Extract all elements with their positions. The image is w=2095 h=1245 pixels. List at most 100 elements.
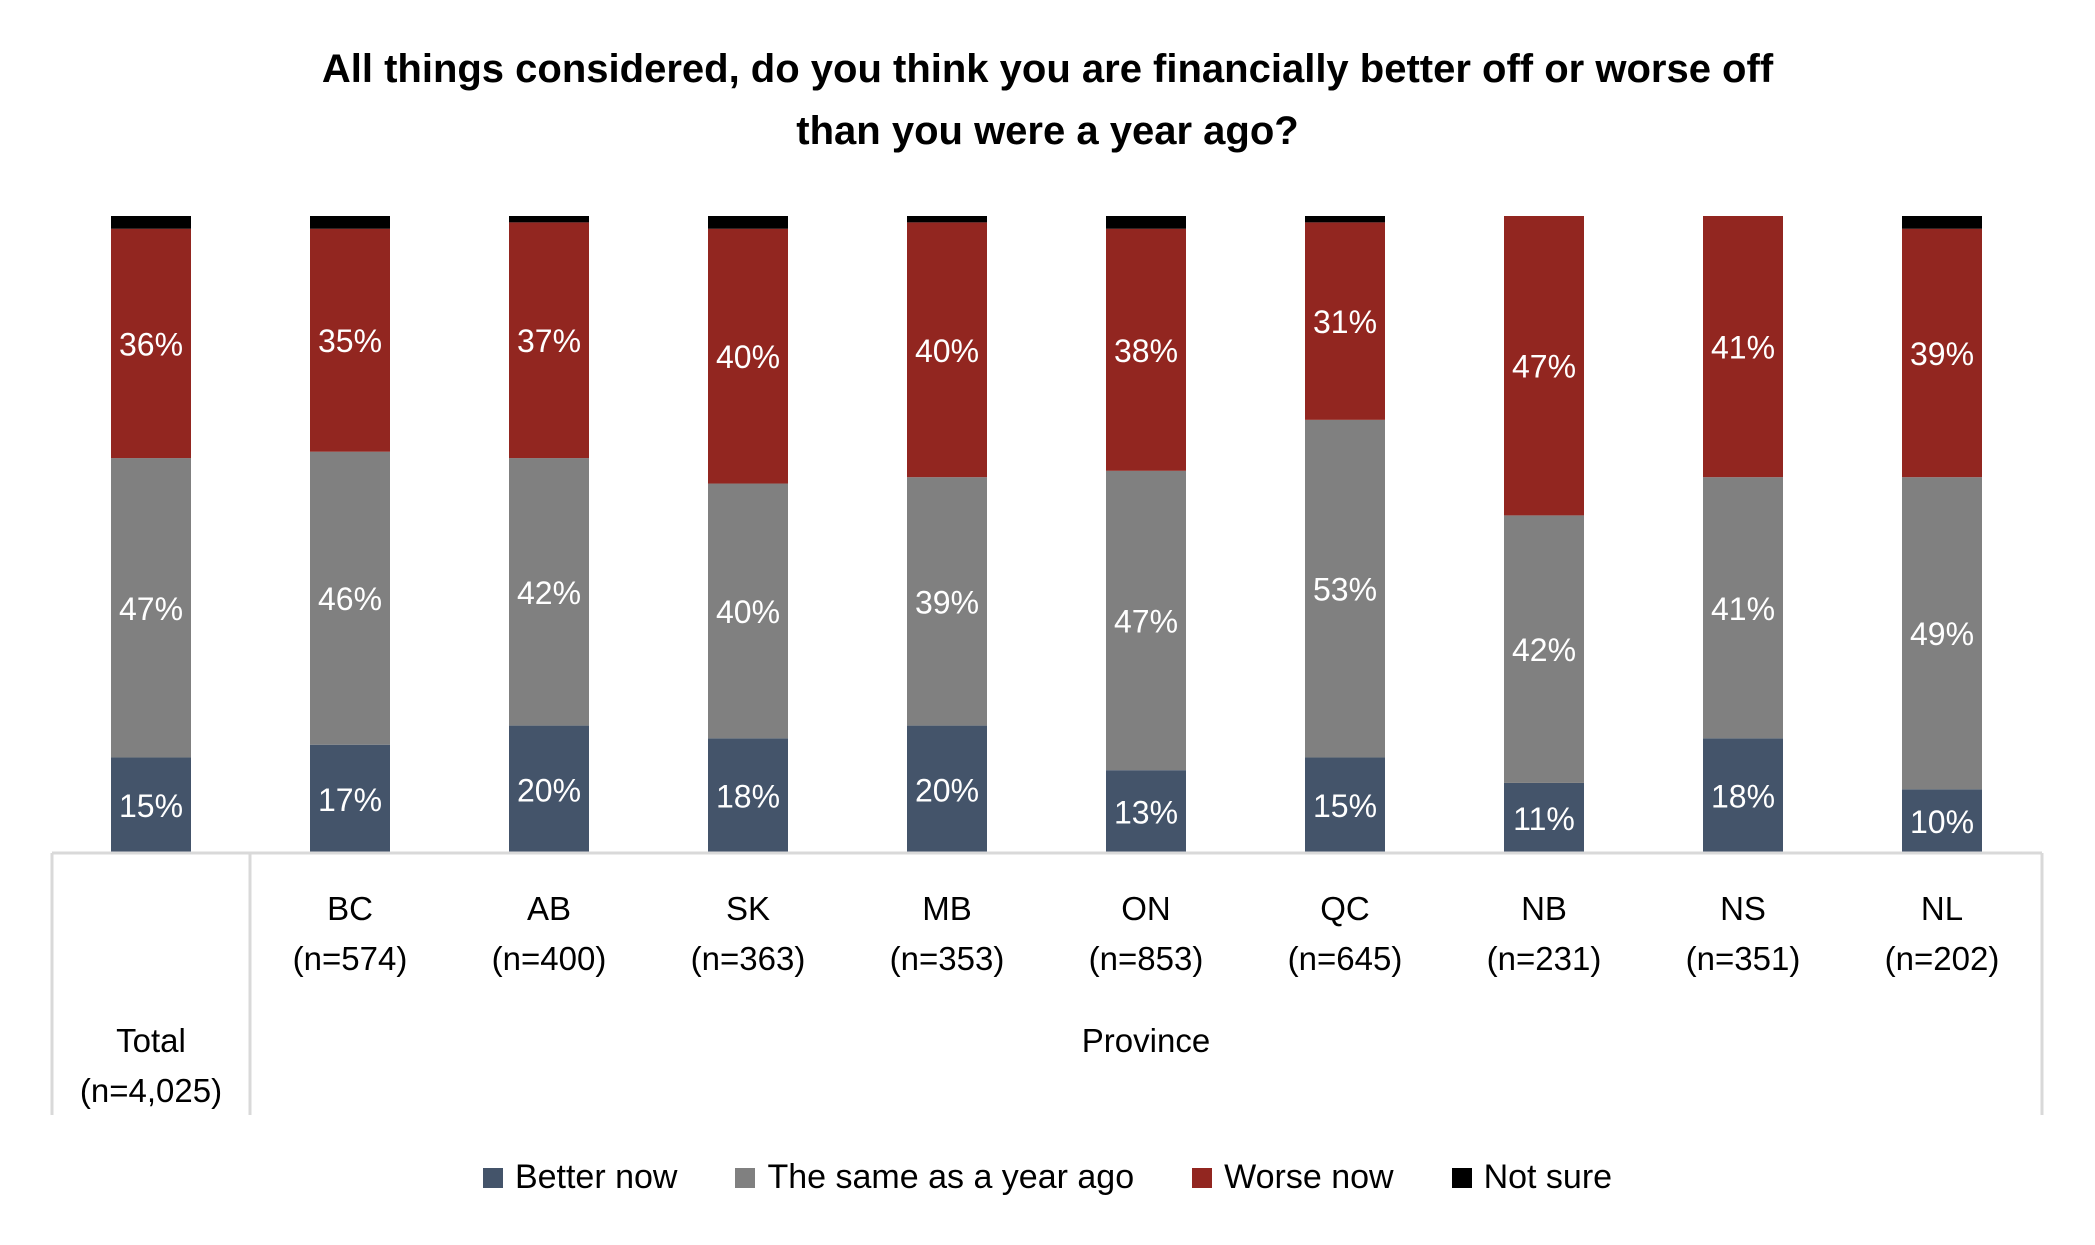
bar-segment-total-worse-now [111,228,191,459]
x-label-n-ns: (n=351) [1686,940,1801,977]
bar-segment-ab-not-sure [509,216,589,223]
chart-title: All things considered, do you think you … [0,38,2095,162]
x-group-label-province: Province [1082,1022,1210,1059]
bar-segment-qc-better-now [1305,757,1385,853]
bar-segment-mb-the-same-as-a-year-ago [907,477,987,726]
bar-segment-nl-worse-now [1902,228,1982,478]
x-label-ab: AB [527,890,571,927]
legend-label-worse-now: Worse now [1224,1158,1394,1196]
category-axis-table [50,851,2044,1115]
data-label-nl-worse-now: 39% [1910,336,1974,372]
data-label-ab-the-same-as-a-year-ago: 42% [517,575,581,611]
x-label-total: Total [116,1022,186,1059]
x-label-mb: MB [922,890,972,927]
bar-segment-mb-not-sure [907,216,987,223]
data-label-bc-worse-now: 35% [318,323,382,359]
legend: Better now The same as a year ago Worse no… [0,1158,2095,1197]
x-label-n-sk: (n=363) [691,940,806,977]
bar-segment-on-better-now [1106,770,1186,853]
data-label-qc-the-same-as-a-year-ago: 53% [1313,572,1377,608]
legend-item-worse-now: Worse now [1192,1158,1394,1197]
bar-segment-mb-worse-now [907,222,987,478]
bar-segment-mb-better-now [907,725,987,853]
x-label-n-nb: (n=231) [1487,940,1602,977]
x-label-qc: QC [1320,890,1370,927]
x-label-n-on: (n=853) [1089,940,1204,977]
data-label-total-the-same-as-a-year-ago: 47% [119,591,183,627]
x-label-nl: NL [1921,890,1963,927]
legend-swatch-not-sure [1451,1167,1472,1188]
data-label-sk-better-now: 18% [716,779,780,815]
bar-segment-total-not-sure [111,216,191,229]
data-label-nl-the-same-as-a-year-ago: 49% [1910,616,1974,652]
x-label-n-bc: (n=574) [293,940,408,977]
data-label-ab-worse-now: 37% [517,323,581,359]
bar-segment-ns-worse-now [1703,216,1783,478]
data-label-ns-the-same-as-a-year-ago: 41% [1711,591,1775,627]
data-label-nb-worse-now: 47% [1512,349,1576,385]
x-label-sk: SK [726,890,770,927]
x-label-n-mb: (n=353) [890,940,1005,977]
data-label-mb-the-same-as-a-year-ago: 39% [915,584,979,620]
bar-segment-sk-worse-now [708,228,788,484]
data-label-total-better-now: 15% [119,788,183,824]
bar-segment-sk-the-same-as-a-year-ago [708,483,788,739]
bar-segment-nl-better-now [1902,789,1982,853]
x-label-n-qc: (n=645) [1288,940,1403,977]
chart-title-line-2: than you were a year ago? [796,109,1299,153]
data-label-ns-worse-now: 41% [1711,330,1775,366]
bar-segment-on-worse-now [1106,228,1186,471]
bar-segment-nl-the-same-as-a-year-ago [1902,477,1982,790]
bar-segment-nl-not-sure [1902,216,1982,229]
bar-segment-nb-better-now [1504,782,1584,853]
legend-item-not-sure: Not sure [1451,1158,1613,1197]
data-label-sk-worse-now: 40% [716,339,780,375]
legend-label-the-same-as-a-year-ago: The same as a year ago [767,1158,1135,1196]
legend-swatch-better-now [482,1167,503,1188]
legend-item-better-now: Better now [482,1158,677,1197]
data-label-on-better-now: 13% [1114,795,1178,831]
data-label-bc-better-now: 17% [318,782,382,818]
legend-swatch-the-same-as-a-year-ago [735,1167,756,1188]
bar-segment-nb-worse-now [1504,216,1584,516]
bar-segment-qc-the-same-as-a-year-ago [1305,419,1385,758]
bar-segment-ab-worse-now [509,222,589,459]
data-label-bc-the-same-as-a-year-ago: 46% [318,581,382,617]
legend-item-the-same-as-a-year-ago: The same as a year ago [735,1158,1134,1197]
x-label-n-total: (n=4,025) [80,1072,222,1109]
x-label-n-nl: (n=202) [1885,940,2000,977]
data-label-total-worse-now: 36% [119,326,183,362]
bar-segment-total-better-now [111,757,191,853]
bar-segment-sk-not-sure [708,216,788,229]
bar-segment-bc-better-now [310,744,390,853]
data-label-nl-better-now: 10% [1910,804,1974,840]
data-label-on-worse-now: 38% [1114,333,1178,369]
data-label-qc-better-now: 15% [1313,788,1377,824]
data-label-nb-the-same-as-a-year-ago: 42% [1512,632,1576,668]
x-label-on: ON [1121,890,1171,927]
x-label-nb: NB [1521,890,1567,927]
bar-segment-bc-worse-now [310,228,390,452]
x-label-ns: NS [1720,890,1766,927]
bar-segment-sk-better-now [708,738,788,853]
legend-label-not-sure: Not sure [1483,1158,1613,1196]
data-label-on-the-same-as-a-year-ago: 47% [1114,603,1178,639]
legend-swatch-worse-now [1192,1167,1213,1188]
bar-segment-bc-not-sure [310,216,390,229]
bar-segment-nb-the-same-as-a-year-ago [1504,515,1584,783]
bar-segment-bc-the-same-as-a-year-ago [310,451,390,745]
bar-segment-qc-worse-now [1305,222,1385,420]
chart-title-line-1: All things considered, do you think you … [321,47,1774,91]
data-label-ns-better-now: 18% [1711,779,1775,815]
bar-segment-ab-better-now [509,725,589,853]
data-label-mb-better-now: 20% [915,772,979,808]
bar-segment-total-the-same-as-a-year-ago [111,458,191,758]
bar-segment-on-not-sure [1106,216,1186,229]
x-label-n-ab: (n=400) [492,940,607,977]
bar-segment-ns-better-now [1703,738,1783,853]
data-label-mb-worse-now: 40% [915,333,979,369]
data-label-qc-worse-now: 31% [1313,304,1377,340]
data-label-nb-better-now: 11% [1513,801,1575,837]
bar-segment-ab-the-same-as-a-year-ago [509,458,589,726]
